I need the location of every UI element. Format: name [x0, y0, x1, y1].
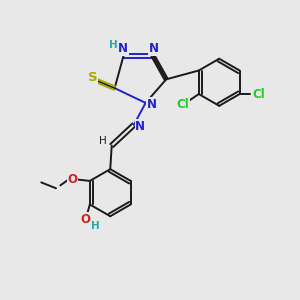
Text: Cl: Cl — [176, 98, 189, 111]
Text: H: H — [109, 40, 118, 50]
Text: S: S — [88, 71, 98, 84]
Text: N: N — [135, 120, 145, 133]
Text: O: O — [80, 213, 90, 226]
Text: H: H — [92, 221, 100, 231]
Text: Cl: Cl — [252, 88, 265, 100]
Text: N: N — [147, 98, 157, 111]
Text: N: N — [148, 42, 158, 55]
Text: H: H — [99, 136, 107, 146]
Text: O: O — [67, 173, 77, 186]
Text: N: N — [118, 42, 128, 55]
